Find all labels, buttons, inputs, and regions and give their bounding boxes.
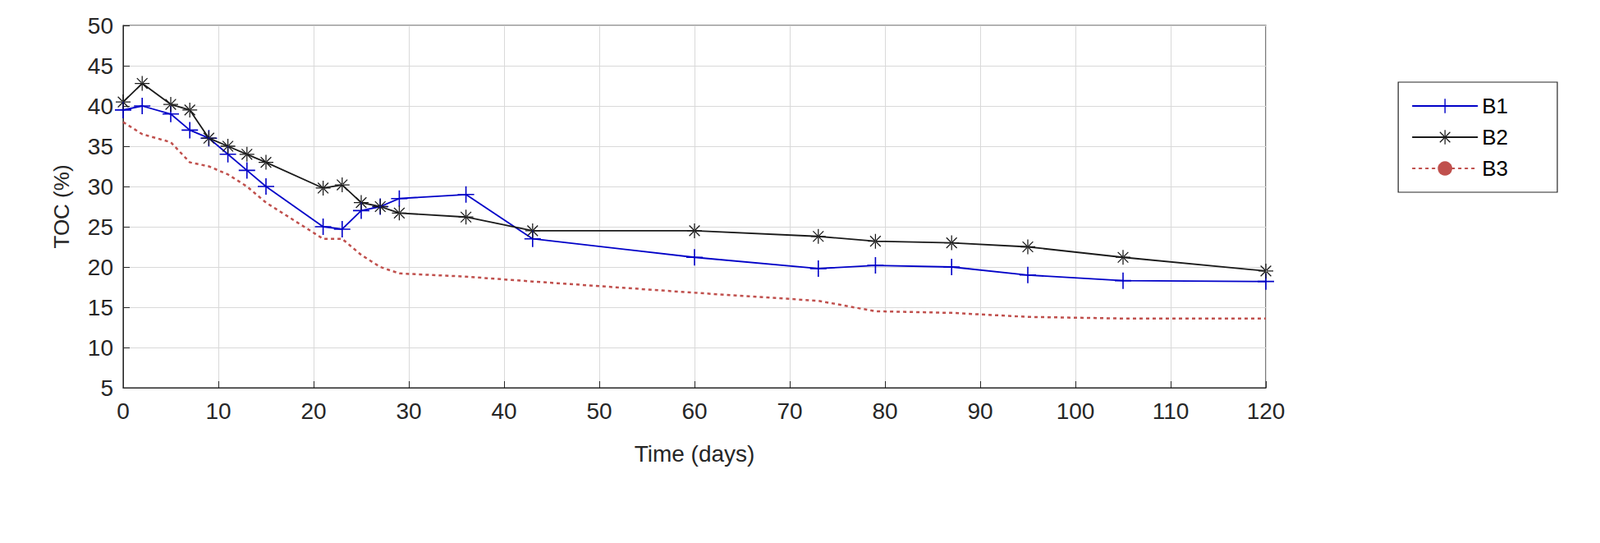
svg-text:60: 60 bbox=[681, 398, 707, 424]
svg-text:45: 45 bbox=[87, 53, 114, 79]
svg-text:80: 80 bbox=[871, 398, 898, 424]
svg-text:20: 20 bbox=[300, 398, 326, 424]
svg-text:B1: B1 bbox=[1481, 93, 1509, 119]
svg-text:110: 110 bbox=[1152, 398, 1190, 424]
svg-text:30: 30 bbox=[395, 398, 422, 424]
svg-text:10: 10 bbox=[87, 334, 114, 361]
svg-text:50: 50 bbox=[87, 13, 114, 39]
svg-text:15: 15 bbox=[87, 294, 114, 321]
svg-text:70: 70 bbox=[776, 398, 803, 424]
svg-text:100: 100 bbox=[1056, 398, 1096, 424]
svg-text:B3: B3 bbox=[1481, 155, 1509, 181]
svg-text:40: 40 bbox=[490, 398, 517, 424]
svg-text:TOC (%): TOC (%) bbox=[49, 164, 74, 248]
svg-text:25: 25 bbox=[87, 214, 114, 240]
svg-text:40: 40 bbox=[87, 93, 114, 120]
svg-text:90: 90 bbox=[967, 398, 993, 424]
svg-text:20: 20 bbox=[87, 254, 114, 280]
svg-text:5: 5 bbox=[100, 375, 114, 401]
svg-text:Time (days): Time (days) bbox=[634, 440, 756, 467]
svg-text:120: 120 bbox=[1246, 398, 1286, 424]
svg-text:50: 50 bbox=[586, 398, 612, 424]
svg-text:30: 30 bbox=[87, 174, 114, 200]
svg-text:10: 10 bbox=[205, 398, 231, 424]
svg-text:0: 0 bbox=[116, 398, 130, 424]
svg-text:B2: B2 bbox=[1481, 124, 1509, 150]
svg-text:35: 35 bbox=[87, 133, 114, 160]
